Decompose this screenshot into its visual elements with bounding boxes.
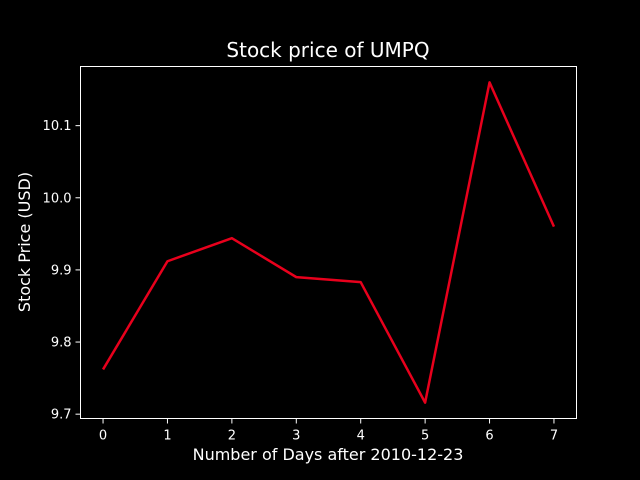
series-line-0: [101, 81, 556, 404]
y-tick-label: 10.1: [43, 119, 72, 134]
x-tick-label: 1: [163, 429, 171, 444]
y-tick-label: 9.9: [51, 263, 72, 278]
y-tick-label: 9.8: [51, 336, 72, 351]
y-axis-label: Stock Price (USD): [15, 172, 34, 312]
y-tick-label: 9.7: [51, 408, 72, 423]
y-axis-ticks: 9.7 9.8 9.9 10.0 10.1: [43, 119, 81, 423]
plot-area-frame: [80, 66, 577, 419]
series-layer: [101, 81, 556, 404]
x-tick-label: 2: [228, 429, 236, 444]
x-tick-label: 7: [550, 429, 558, 444]
chart-title: Stock price of UMPQ: [226, 38, 429, 62]
y-tick-label: 10.0: [43, 191, 72, 206]
x-tick-label: 3: [292, 429, 300, 444]
x-tick-label: 4: [357, 429, 365, 444]
x-tick-label: 5: [421, 429, 429, 444]
x-axis-ticks: 0 1 2 3 4 5 6 7: [99, 418, 558, 444]
x-tick-label: 6: [485, 429, 493, 444]
x-axis-label: Number of Days after 2010-12-23: [193, 445, 464, 464]
x-tick-label: 0: [99, 429, 107, 444]
